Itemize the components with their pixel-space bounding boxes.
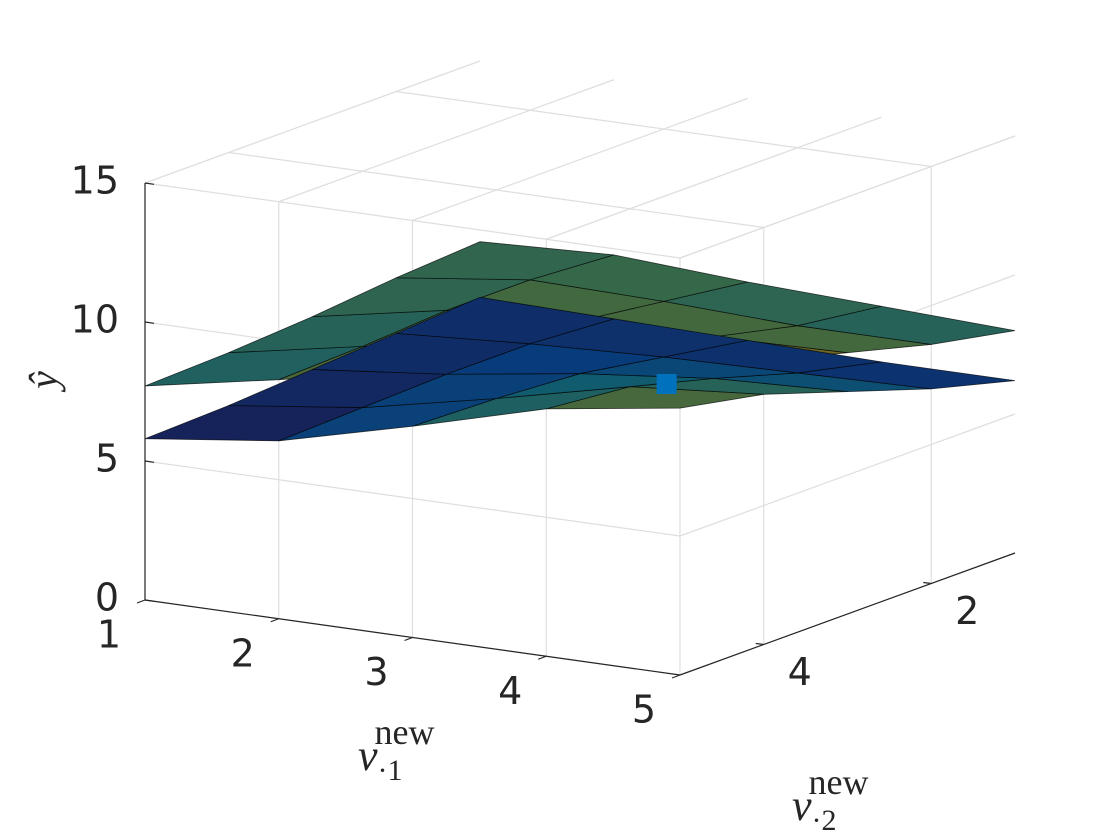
x-tick-label: 4: [498, 669, 522, 713]
x-tick: [538, 655, 547, 660]
surface-cell: [396, 296, 614, 345]
grid-line: [144, 460, 681, 537]
grid-line: [412, 97, 748, 222]
grid-line: [546, 116, 882, 240]
x-label-symbol: v: [358, 731, 378, 780]
z-tick: [144, 321, 155, 324]
z-tick: [144, 460, 155, 463]
x-tick-label: 3: [364, 650, 388, 694]
z-tick-label: 10: [71, 298, 119, 342]
x-tick: [404, 636, 413, 642]
z-tick-label: 5: [95, 437, 119, 481]
x-tick: [671, 674, 681, 679]
x-tick: [270, 618, 279, 623]
y-tick: [923, 581, 932, 585]
z-axis-label: ŷ: [21, 371, 66, 393]
z-tick: [144, 599, 155, 602]
grid-line: [679, 413, 1016, 537]
y-axis-label: v·2new: [792, 762, 869, 837]
grid-line: [144, 182, 681, 259]
z-tick: [144, 182, 155, 185]
z-tick-label: 15: [71, 159, 119, 203]
y-label-symbol: v: [792, 781, 812, 830]
x-tick-label: 1: [97, 613, 121, 657]
grid-line: [144, 60, 481, 184]
y-tick-label: 4: [788, 650, 812, 694]
grid-line: [228, 151, 764, 229]
marker: [656, 374, 677, 395]
x-tick-label: 5: [632, 688, 656, 732]
x-label-subscript: ·1: [378, 754, 403, 787]
x-tick: [136, 599, 146, 604]
x-label-superscript: new: [375, 712, 435, 752]
x-axis-label: v·1new: [358, 712, 435, 787]
grid-line: [396, 90, 932, 168]
y-label-subscript: ·2: [812, 804, 837, 837]
surface-cell: [396, 241, 614, 281]
axes: 0 5 10 15 1 2 3 4 5 2 4: [71, 159, 1016, 732]
y-axis-line: [679, 552, 1016, 676]
grid-line: [278, 79, 614, 203]
grid: [144, 60, 1016, 676]
y-label-superscript: new: [809, 762, 869, 802]
grid-line: [679, 135, 1016, 259]
x-tick-label: 2: [231, 631, 255, 675]
y-tick: [755, 642, 764, 646]
z-tick-label: 0: [95, 576, 119, 620]
surfaces: [144, 241, 1016, 442]
y-tick-label: 2: [955, 589, 979, 633]
